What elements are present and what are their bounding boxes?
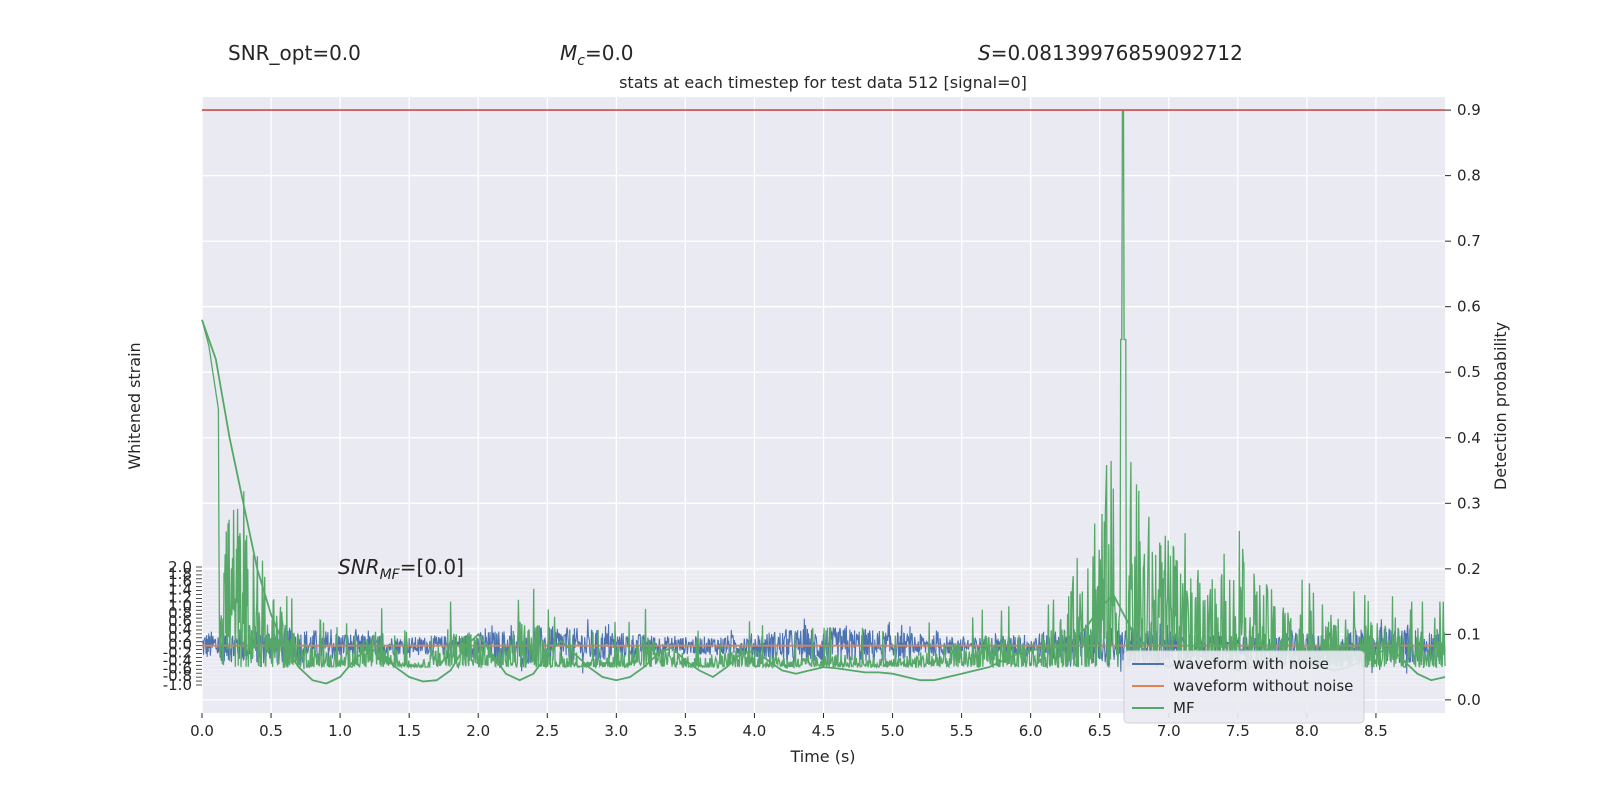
x-tick-label-11: 5.5 bbox=[950, 722, 974, 740]
left-tick-label-18: 0.8 bbox=[168, 604, 192, 622]
right-tick-label-9: 0.9 bbox=[1457, 101, 1481, 119]
statistic-label: S=0.08139976859092712 bbox=[978, 41, 1243, 65]
legend-label-clean: waveform without noise bbox=[1173, 677, 1353, 695]
legend-label-mf: MF bbox=[1173, 699, 1195, 717]
left-tick-label-20: 1.0 bbox=[168, 596, 192, 614]
right-tick-label-6: 0.6 bbox=[1457, 298, 1481, 316]
snr-mf-annotation: SNRMF=[0.0] bbox=[338, 555, 464, 583]
left-tick-label-10: 0.0 bbox=[168, 636, 192, 654]
left-tick-label-24: 1.4 bbox=[168, 581, 192, 599]
right-tick-label-0: 0.0 bbox=[1457, 691, 1481, 709]
left-tick-label-top: 2.0 bbox=[168, 558, 192, 576]
x-tick-label-0: 0.0 bbox=[190, 722, 214, 740]
left-tick-label-12: 0.2 bbox=[168, 628, 192, 646]
right-tick-label-4: 0.4 bbox=[1457, 429, 1481, 447]
right-tick-label-5: 0.5 bbox=[1457, 363, 1481, 381]
x-tick-label-2: 1.0 bbox=[328, 722, 352, 740]
x-tick-label-7: 3.5 bbox=[673, 722, 697, 740]
x-tick-label-6: 3.0 bbox=[604, 722, 628, 740]
left-tick-label-6: -0.4 bbox=[163, 651, 192, 669]
x-tick-label-10: 5.0 bbox=[881, 722, 905, 740]
left-axis-label: Whitened strain bbox=[125, 342, 144, 469]
left-tick-label-16: 0.6 bbox=[168, 612, 192, 630]
x-tick-label-4: 2.0 bbox=[466, 722, 490, 740]
legend-box bbox=[1123, 650, 1365, 724]
x-axis-label: Time (s) bbox=[789, 747, 855, 766]
right-tick-label-2: 0.2 bbox=[1457, 560, 1481, 578]
left-tick-label-22: 1.2 bbox=[168, 588, 192, 606]
x-axis-ticks: 0.0 0.5 1.0 1.5 2.0 2.5 3.0 3.5 4.0 4.5 5.0 5.5 6.0 6… bbox=[190, 713, 1388, 740]
legend: waveform with noise waveform without noi… bbox=[1123, 650, 1365, 724]
left-axis-ticks: -0.8-0.6-0.4-0.20.00.20.40.60.81.01.21.4… bbox=[163, 558, 202, 694]
right-tick-label-7: 0.7 bbox=[1457, 232, 1481, 250]
snr-opt-label: SNR_opt=0.0 bbox=[228, 41, 361, 65]
x-tick-label-13: 6.5 bbox=[1088, 722, 1112, 740]
chart-title: stats at each timestep for test data 512… bbox=[619, 73, 1027, 92]
x-tick-label-14: 7.0 bbox=[1157, 722, 1181, 740]
chirp-mass-label: Mc=0.0 bbox=[560, 41, 634, 69]
x-tick-label-3: 1.5 bbox=[397, 722, 421, 740]
right-tick-label-8: 0.8 bbox=[1457, 167, 1481, 185]
x-tick-label-17: 8.5 bbox=[1364, 722, 1388, 740]
left-tick-label-14: 0.4 bbox=[168, 620, 192, 638]
x-tick-label-12: 6.0 bbox=[1019, 722, 1043, 740]
x-tick-label-8: 4.0 bbox=[743, 722, 767, 740]
x-tick-label-15: 7.5 bbox=[1226, 722, 1250, 740]
right-tick-label-3: 0.3 bbox=[1457, 494, 1481, 512]
x-tick-label-5: 2.5 bbox=[535, 722, 559, 740]
left-tick-label-2: -0.8 bbox=[163, 667, 192, 685]
right-tick-label-1: 0.1 bbox=[1457, 625, 1481, 643]
x-tick-label-9: 4.5 bbox=[812, 722, 836, 740]
x-tick-label-1: 0.5 bbox=[259, 722, 283, 740]
right-axis-ticks: 0.0 0.1 0.2 0.3 0.4 0.5 0.6 0.7 0.8 0.9 bbox=[1445, 101, 1481, 709]
left-tick-label-28: 1.8 bbox=[168, 565, 192, 583]
left-tick-label-8: -0.2 bbox=[163, 644, 192, 662]
left-tick-label-26: 1.6 bbox=[168, 573, 192, 591]
left-tick-label-bottom: -1.0 bbox=[163, 676, 192, 694]
right-axis-label: Detection probability bbox=[1491, 322, 1510, 490]
left-tick-label-4: -0.6 bbox=[163, 659, 192, 677]
legend-label-noise: waveform with noise bbox=[1173, 655, 1329, 673]
x-tick-label-16: 8.0 bbox=[1295, 722, 1319, 740]
